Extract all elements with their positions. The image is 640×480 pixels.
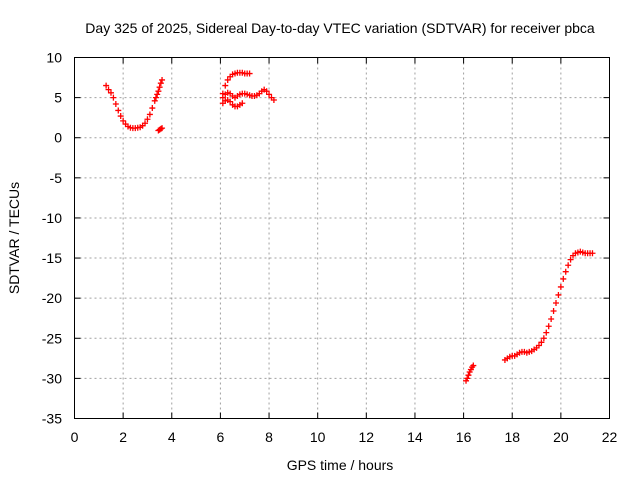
x-tick-label: 14 [407, 429, 423, 445]
data-point [557, 283, 564, 290]
data-point [227, 98, 234, 105]
x-tick-label: 10 [310, 429, 326, 445]
data-point [560, 275, 567, 282]
data-point [157, 125, 164, 132]
data-point [470, 362, 477, 369]
x-tick-label: 16 [456, 429, 472, 445]
data-point [224, 76, 231, 83]
data-point [543, 329, 550, 336]
data-point [550, 308, 557, 315]
data-point [159, 76, 166, 83]
data-point [219, 94, 226, 101]
y-tick-label: -10 [42, 210, 62, 226]
data-point [562, 268, 569, 275]
data-point [154, 91, 161, 98]
x-tick-label: 0 [71, 429, 79, 445]
series-segment-3 [219, 69, 253, 97]
y-tick-labels: 10 5 0 -5 -10 -15 -20 -25 -30 -35 [42, 50, 62, 427]
data-point [115, 107, 122, 114]
y-tick-label: 10 [46, 50, 62, 66]
data-point [151, 97, 158, 104]
x-tick-label: 20 [553, 429, 569, 445]
data-point [156, 84, 163, 91]
plot-frame [74, 57, 610, 419]
data-point [107, 89, 114, 96]
x-tick-label: 2 [119, 429, 127, 445]
x-tick-label: 12 [359, 429, 375, 445]
data-point [146, 111, 153, 118]
data-point [555, 291, 562, 298]
x-tick-label: 18 [504, 429, 520, 445]
data-point [535, 342, 542, 349]
series-segment-7 [501, 248, 596, 363]
y-tick-label: -30 [42, 370, 62, 386]
data-point [246, 70, 253, 77]
data-point [565, 262, 572, 269]
y-tick-label: -15 [42, 250, 62, 266]
series-segment-5 [219, 97, 246, 110]
data-point [117, 113, 124, 120]
data-point [155, 88, 162, 95]
data-point [567, 256, 574, 263]
data-point [149, 105, 156, 112]
data-points [103, 69, 596, 384]
x-tick-label: 4 [168, 429, 176, 445]
data-point [589, 250, 596, 257]
y-tick-label: 0 [54, 130, 62, 146]
data-point [120, 117, 127, 124]
data-point [142, 120, 149, 127]
data-point [105, 86, 112, 93]
data-point [159, 125, 166, 132]
data-point [263, 88, 270, 95]
series-segment-2 [155, 125, 166, 134]
data-point [222, 82, 229, 89]
series-segment-4 [219, 86, 277, 104]
data-point [112, 101, 119, 108]
x-axis-label: GPS time / hours [287, 457, 394, 473]
y-tick-label: -5 [50, 170, 63, 186]
x-tick-label: 6 [217, 429, 225, 445]
data-point [548, 316, 555, 323]
data-point [152, 94, 159, 101]
chart-title: Day 325 of 2025, Sidereal Day-to-day VTE… [85, 20, 595, 36]
data-point [540, 335, 547, 342]
data-point [144, 116, 151, 123]
data-point [157, 80, 164, 87]
data-point [270, 97, 277, 104]
data-point [538, 339, 545, 346]
series-segment-1 [103, 76, 166, 132]
y-tick-label: -25 [42, 330, 62, 346]
data-point [266, 91, 273, 98]
x-tick-label: 22 [602, 429, 618, 445]
data-point [103, 82, 110, 89]
x-tick-label: 8 [265, 429, 273, 445]
data-point [110, 94, 117, 101]
data-point [464, 375, 471, 382]
x-tick-labels: 0 2 4 6 8 10 12 14 16 18 20 22 [71, 429, 618, 445]
data-point [239, 100, 246, 107]
series-segment-6 [463, 362, 477, 384]
y-axis-label: SDTVAR / TECUs [6, 182, 22, 294]
data-point [545, 323, 552, 330]
y-tick-label: -35 [42, 411, 62, 427]
data-point [553, 299, 559, 306]
data-point [465, 372, 472, 379]
y-tick-label: 5 [54, 90, 62, 106]
y-tick-label: -20 [42, 290, 62, 306]
grid-lines [74, 57, 610, 419]
axis-ticks [74, 57, 610, 419]
